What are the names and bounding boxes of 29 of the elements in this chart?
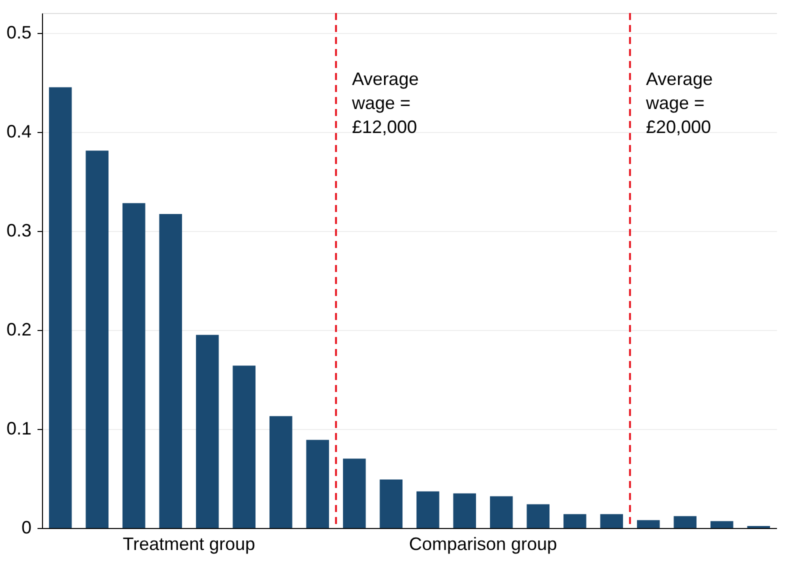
bar	[490, 496, 513, 528]
y-tick-label: 0.1	[6, 418, 32, 438]
annotation: Average wage = £20,000	[645, 69, 713, 137]
bar	[416, 491, 440, 528]
y-tick-label: 0	[21, 518, 32, 538]
annotation: Average wage = £12,000	[351, 69, 419, 137]
bar	[342, 458, 366, 528]
y-tick-label: 0.4	[6, 121, 32, 142]
bar	[526, 504, 550, 528]
bar	[159, 214, 182, 528]
bar	[48, 87, 72, 528]
bar	[563, 514, 586, 528]
bar	[380, 479, 403, 528]
text: Treatment group	[122, 534, 256, 554]
bar	[710, 521, 734, 528]
bar	[269, 416, 292, 528]
bar	[453, 493, 476, 528]
bar	[232, 366, 256, 528]
bar	[86, 150, 109, 528]
y-tick-label: 0.3	[6, 220, 32, 240]
bar	[122, 203, 146, 528]
y-tick-label: 0.2	[6, 319, 32, 340]
bar	[674, 516, 697, 528]
bar	[600, 514, 624, 528]
bar	[636, 520, 660, 528]
y-tick-label: 0.5	[6, 22, 32, 42]
text: Comparison group	[408, 534, 558, 554]
bar	[306, 440, 330, 528]
bar	[196, 334, 219, 528]
